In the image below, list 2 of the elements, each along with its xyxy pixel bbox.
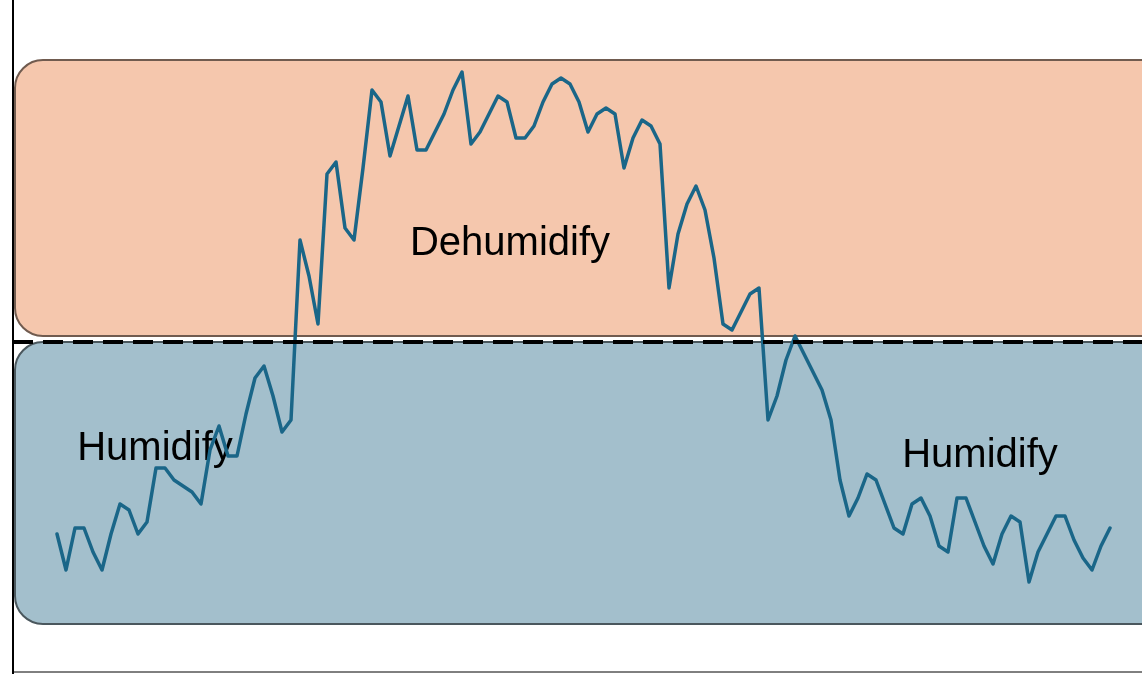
band-label: Dehumidify — [409, 219, 611, 263]
annotation: Humidify — [902, 431, 1058, 475]
